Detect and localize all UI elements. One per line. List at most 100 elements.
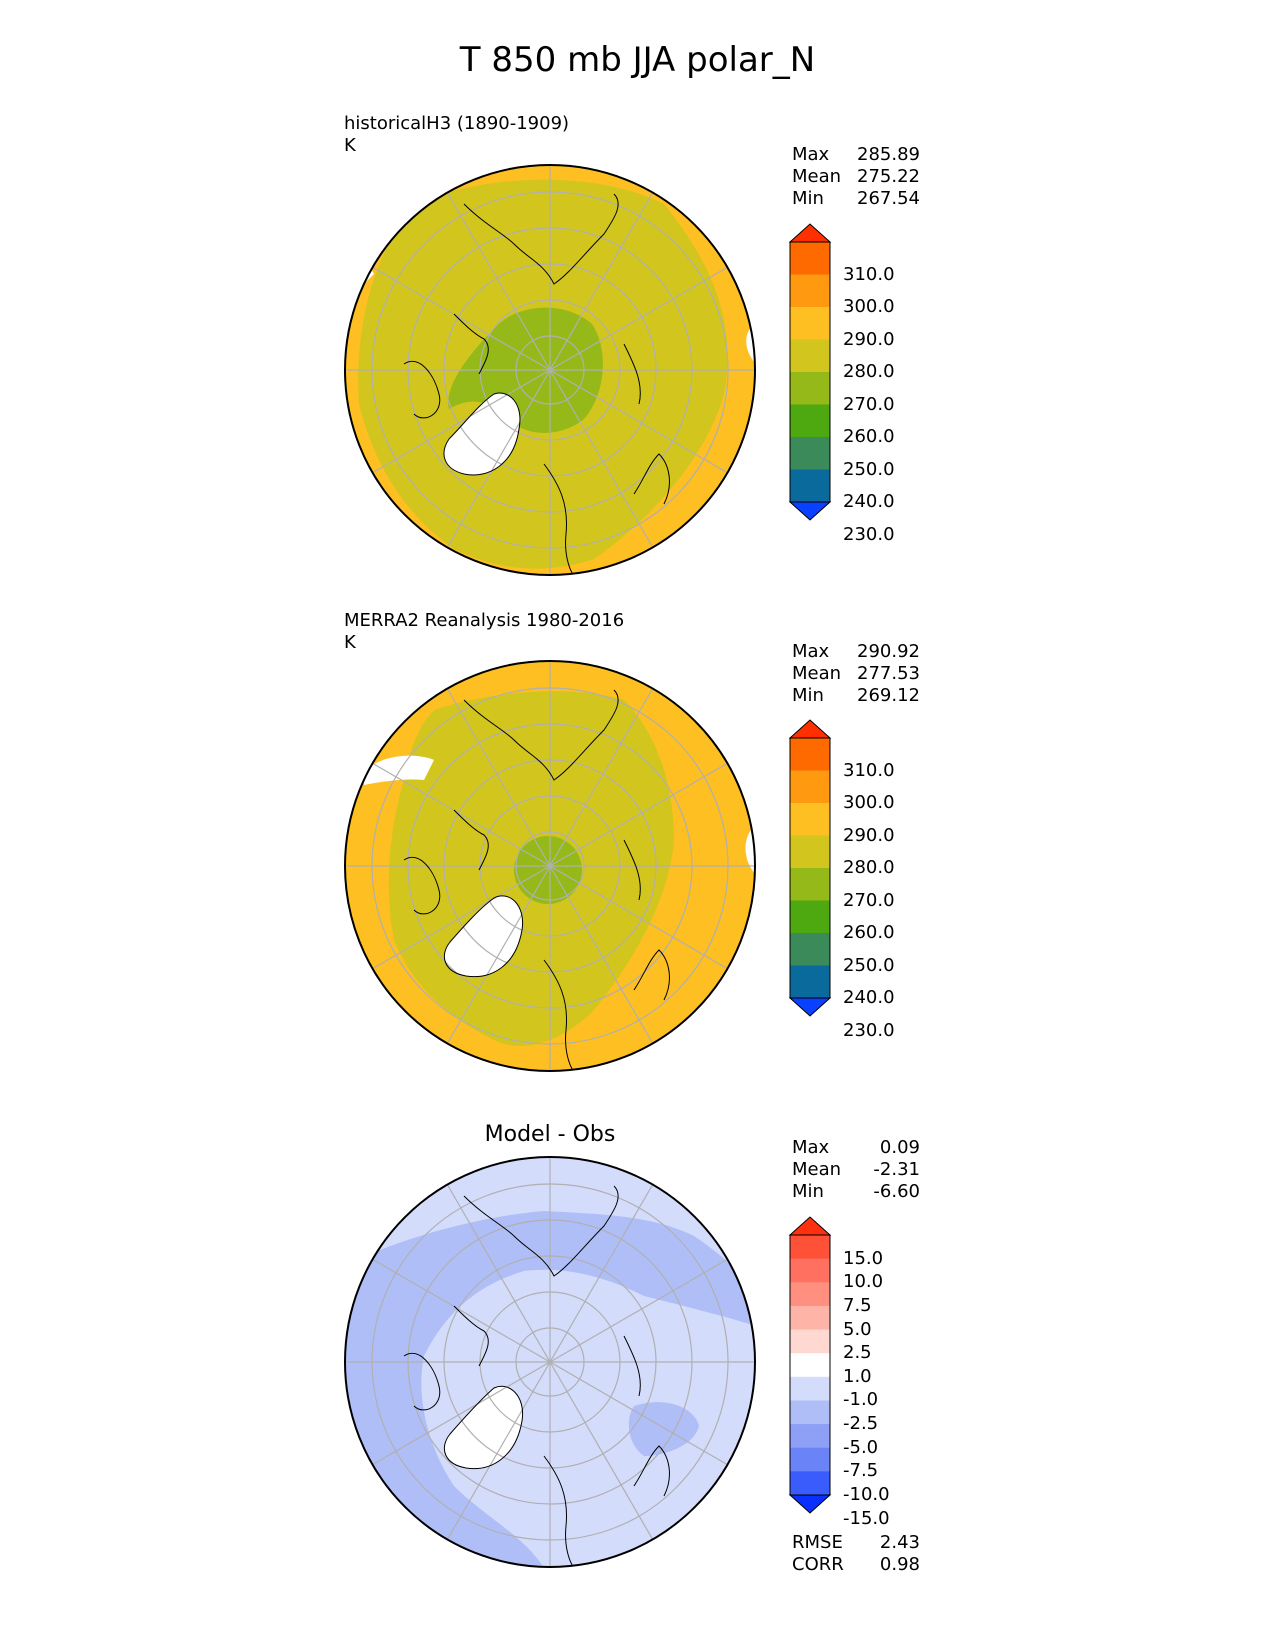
colorbar-swatch	[790, 770, 830, 804]
colorbar-extend-min	[788, 997, 832, 1017]
model-units: K	[344, 135, 356, 156]
colorbar-tick-label: 280.0	[843, 361, 895, 382]
colorbar-swatch	[790, 868, 830, 901]
colorbar-swatch	[790, 1447, 830, 1472]
colorbar-swatch	[790, 1424, 830, 1449]
colorbar-tick-label: 5.0	[843, 1318, 872, 1340]
colorbar-tick-label: 250.0	[843, 954, 895, 976]
colorbar-tick-label: -2.5	[843, 1413, 879, 1435]
colorbar-swatch	[790, 738, 830, 771]
colorbar-tick-label: 270.0	[843, 889, 895, 911]
model-stat-max: Max 285.89	[792, 144, 920, 166]
diff-polar-map	[344, 1156, 756, 1568]
colorbar-swatch	[790, 469, 830, 503]
colorbar-tick-label: -1.0	[843, 1389, 879, 1411]
diff-colorbar: 15.0 10.0 7.5 5.0 2.5 1.0 -1.0 -2.5 -5.0 -7.5 -10.…	[788, 1215, 900, 1527]
obs-panel-title: MERRA2 Reanalysis 1980-2016 K	[344, 610, 624, 654]
colorbar-tick-label: -15.0	[843, 1507, 890, 1529]
colorbar-tick-label: 270.0	[843, 393, 895, 415]
colorbar-tick-label: 280.0	[843, 857, 895, 878]
colorbar-swatches	[788, 1216, 832, 1514]
colorbar-swatch	[790, 1258, 830, 1283]
colorbar-swatch	[790, 372, 830, 405]
colorbar-tick-label: 250.0	[843, 458, 895, 480]
graticule	[345, 165, 755, 575]
stat-label: Max	[792, 641, 830, 662]
model-polar-map	[344, 164, 756, 576]
model-title-line1: historicalH3 (1890-1909)	[344, 113, 570, 134]
colorbar-extend-min	[788, 1494, 832, 1514]
colorbar-swatches	[788, 719, 832, 1017]
diff-panel-title: Model - Obs	[484, 1122, 616, 1147]
colorbar-swatch	[790, 1353, 830, 1378]
colorbar-swatch	[790, 1400, 830, 1425]
colorbar-tick-label: 1.0	[843, 1365, 872, 1387]
stat-value: 275.22	[857, 166, 920, 187]
obs-stat-min: Min 269.12	[792, 685, 920, 707]
diff-stat-max: Max 0.09	[792, 1137, 920, 1159]
stat-label: Mean	[792, 663, 842, 684]
colorbar-tick-label: 15.0	[843, 1247, 884, 1269]
colorbar-tick-label: 230.0	[843, 1019, 895, 1041]
stat-value: 277.53	[857, 663, 920, 684]
colorbar-tick-label: 290.0	[843, 328, 895, 350]
colorbar-tick-label: 240.0	[843, 491, 895, 512]
graticule	[345, 1157, 755, 1567]
stat-label: Mean	[792, 166, 842, 187]
colorbar-outline	[789, 1234, 831, 1496]
colorbar-swatch	[790, 933, 830, 966]
obs-units: K	[344, 632, 356, 653]
diff-stat-mean: Mean -2.31	[792, 1159, 920, 1181]
stat-label: Min	[792, 188, 824, 209]
colorbar-extend-min	[788, 501, 832, 521]
stat-value: -6.60	[873, 1181, 920, 1202]
colorbar-swatch	[790, 1305, 830, 1331]
model-panel-title: historicalH3 (1890-1909) K	[344, 113, 569, 157]
corr-metric: CORR 0.98	[792, 1554, 920, 1576]
obs-colorbar: 310.0 300.0 290.0 280.0 270.0 260.0 250.0 240.0…	[788, 718, 900, 1039]
colorbar-outline	[789, 737, 831, 999]
colorbar-swatch	[790, 1329, 830, 1354]
colorbar-tick-label: 260.0	[843, 426, 895, 447]
map-boundary	[344, 164, 756, 576]
colorbar-tick-label: 300.0	[843, 792, 895, 813]
stat-value: 269.12	[857, 685, 920, 706]
colorbar-swatch	[790, 274, 830, 308]
colorbar-outline	[789, 241, 831, 503]
colorbar-swatch	[790, 900, 830, 934]
colorbar-swatch	[790, 1282, 830, 1307]
colorbar-swatch	[790, 835, 830, 869]
greenland-mask	[444, 895, 523, 977]
diff-metrics: RMSE 2.43 CORR 0.98	[792, 1532, 920, 1576]
rmse-metric: RMSE 2.43	[792, 1532, 920, 1554]
missing-data-mask	[364, 755, 434, 785]
colorbar-tick-label: 240.0	[843, 987, 895, 1008]
colorbar-swatch	[790, 803, 830, 836]
colorbar-swatch	[790, 1471, 830, 1496]
obs-stat-mean: Mean 277.53	[792, 663, 920, 685]
diff-stat-min: Min -6.60	[792, 1181, 920, 1203]
colorbar-tick-label: 7.5	[843, 1294, 872, 1316]
coastlines	[403, 1185, 670, 1567]
model-stats: Max 285.89 Mean 275.22 Min 267.54	[792, 144, 920, 210]
obs-stat-max: Max 290.92	[792, 641, 920, 663]
colorbar-tick-label: 300.0	[843, 296, 895, 317]
stat-label: Min	[792, 685, 824, 706]
colorbar-tick-label: 10.0	[843, 1271, 884, 1293]
model-colorbar: 310.0 300.0 290.0 280.0 270.0 260.0 250.0 240.0…	[788, 222, 900, 543]
colorbar-tick-label: 230.0	[843, 523, 895, 545]
obs-polar-map	[344, 660, 756, 1072]
colorbar-swatch	[790, 307, 830, 340]
metric-label: RMSE	[792, 1532, 843, 1553]
model-stat-min: Min 267.54	[792, 188, 920, 210]
colorbar-tick-label: 260.0	[843, 922, 895, 943]
graticule	[345, 661, 755, 1071]
coastlines	[403, 193, 670, 575]
figure-title: T 850 mb JJA polar_N	[459, 40, 816, 80]
colorbar-tick-label: 310.0	[843, 263, 895, 285]
colorbar-extend-max	[788, 223, 832, 243]
moderate-cooling-region	[345, 1211, 755, 1567]
diff-stats: Max 0.09 Mean -2.31 Min -6.60	[792, 1137, 920, 1203]
colorbar-swatch	[790, 1235, 830, 1260]
stat-value: 267.54	[857, 188, 920, 209]
